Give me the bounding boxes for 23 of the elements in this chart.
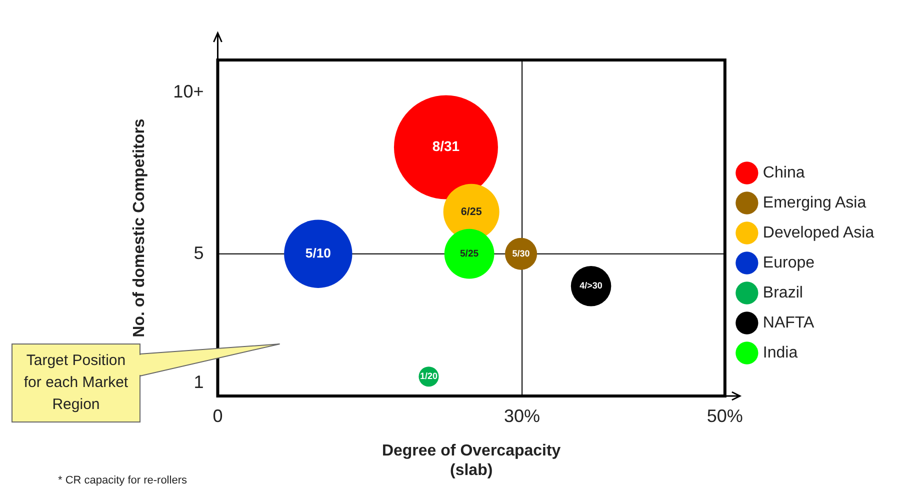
annotation: 1/20 bbox=[420, 371, 438, 382]
y-tick-label: 1 bbox=[194, 372, 204, 392]
y-axis-title: No. of domestic Competitors bbox=[131, 118, 148, 338]
legend-label: China bbox=[762, 164, 805, 182]
legend-label: Developed Asia bbox=[762, 224, 874, 242]
x-tick-label: 50% bbox=[706, 406, 743, 426]
legend-label: Brazil bbox=[762, 284, 803, 302]
y-tick-label: 5 bbox=[194, 242, 204, 263]
legend-label: India bbox=[762, 344, 798, 362]
text: * CR capacity for re-rollers bbox=[58, 474, 188, 487]
annotation: 5/25 bbox=[460, 248, 480, 260]
x-axis-title: Degree of Overcapacity (slab) bbox=[382, 442, 561, 479]
x-tick-label: 30% bbox=[504, 406, 540, 426]
y-tick-label: 10+ bbox=[173, 81, 204, 102]
x-tick-label: 0 bbox=[212, 406, 223, 426]
annotation: 6/25 bbox=[460, 206, 482, 218]
annotation: 5/10 bbox=[305, 245, 331, 260]
annotation: 8/31 bbox=[432, 138, 460, 154]
legend-label: Emerging Asia bbox=[762, 194, 866, 212]
legend-label: Europe bbox=[762, 254, 815, 272]
annotation: 4/>30 bbox=[580, 280, 602, 291]
annotation: 5/30 bbox=[512, 248, 530, 258]
legend-label: NAFTA bbox=[762, 314, 815, 332]
